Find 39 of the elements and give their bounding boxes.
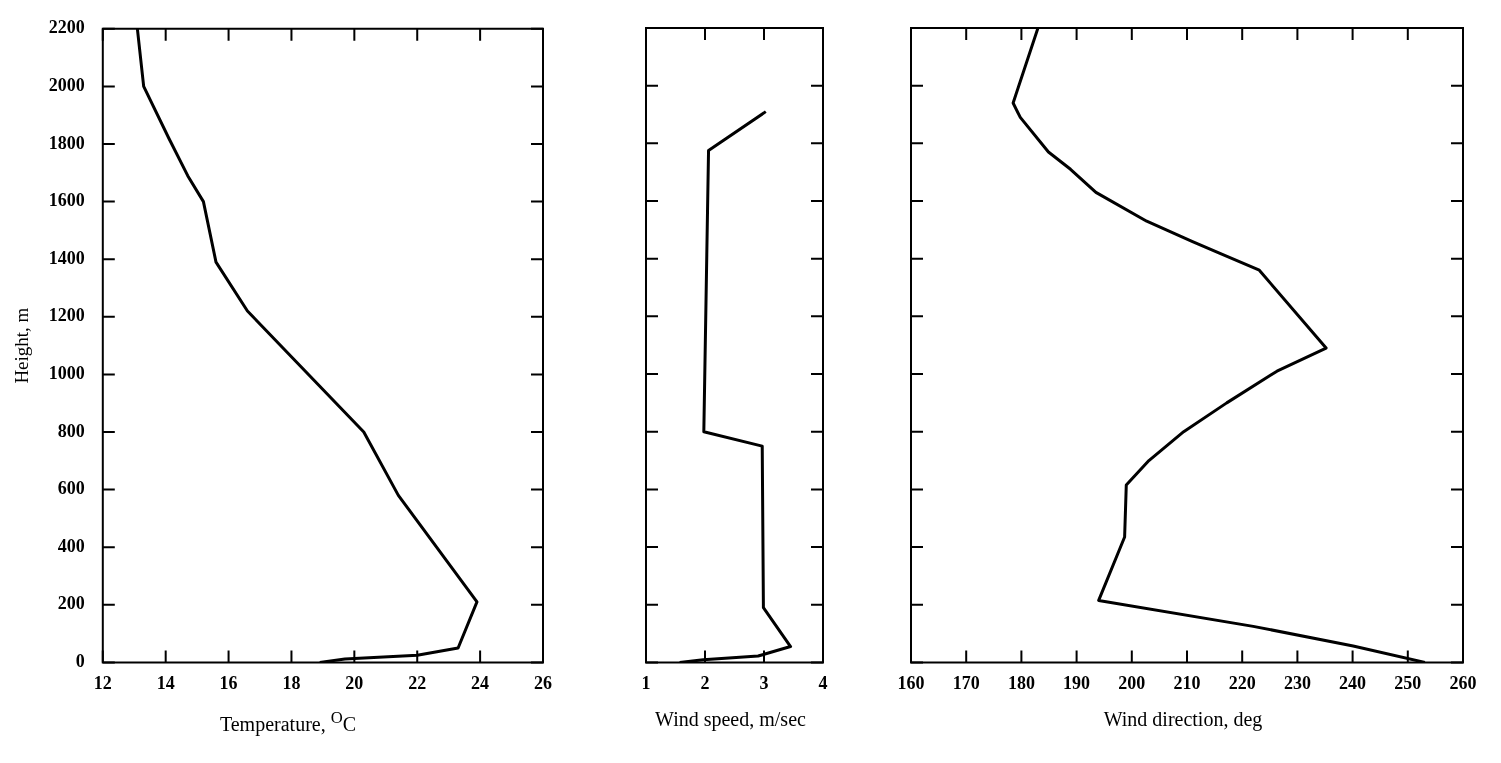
- x-tick-label: 210: [1173, 672, 1201, 693]
- x-tick-label: 22: [408, 672, 427, 693]
- x-tick-label: 18: [282, 672, 301, 693]
- y-tick-label: 1600: [48, 190, 85, 211]
- x-tick-label: 180: [1007, 672, 1035, 693]
- y-tick-label: 200: [57, 593, 85, 614]
- y-tick-label: 0: [75, 651, 85, 672]
- x-tick-label: 12: [93, 672, 112, 693]
- y-tick-label: 1200: [48, 305, 85, 326]
- x-axis-title: Wind speed, m/sec: [654, 708, 807, 731]
- y-tick-label: 1000: [48, 363, 85, 384]
- x-tick-label: 3: [759, 672, 769, 693]
- y-tick-label: 400: [57, 535, 85, 556]
- x-tick-label: 2: [700, 672, 710, 693]
- x-tick-label: 24: [471, 672, 490, 693]
- x-tick-label: 220: [1228, 672, 1256, 693]
- x-tick-label: 240: [1339, 672, 1367, 693]
- x-tick-label: 170: [952, 672, 980, 693]
- x-tick-label: 260: [1449, 672, 1477, 693]
- x-tick-label: 200: [1118, 672, 1146, 693]
- x-tick-label: 26: [534, 672, 552, 693]
- x-tick-label: 16: [219, 672, 238, 693]
- y-tick-label: 2200: [48, 17, 85, 38]
- y-tick-label: 600: [57, 478, 85, 499]
- x-tick-label: 160: [897, 672, 925, 693]
- x-axis-title: Wind direction, deg: [1102, 708, 1264, 731]
- x-tick-label: 1: [641, 672, 651, 693]
- y-axis-title: Height, m: [11, 307, 33, 384]
- x-tick-label: 230: [1283, 672, 1311, 693]
- x-tick-label: 14: [156, 672, 175, 693]
- y-tick-label: 800: [57, 420, 85, 441]
- x-tick-label: 250: [1394, 672, 1422, 693]
- x-axis-title: Temperature, $^{O}$C: [218, 708, 358, 736]
- x-tick-label: 4: [818, 672, 828, 693]
- x-tick-label: 190: [1063, 672, 1091, 693]
- y-tick-label: 1400: [48, 247, 85, 268]
- x-tick-label: 20: [345, 672, 364, 693]
- y-tick-label: 2000: [48, 75, 85, 96]
- y-tick-label: 1800: [48, 132, 85, 153]
